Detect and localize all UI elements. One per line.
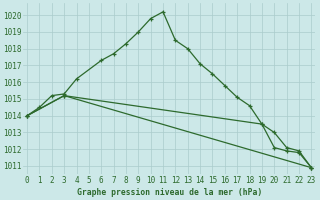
X-axis label: Graphe pression niveau de la mer (hPa): Graphe pression niveau de la mer (hPa) <box>76 188 262 197</box>
